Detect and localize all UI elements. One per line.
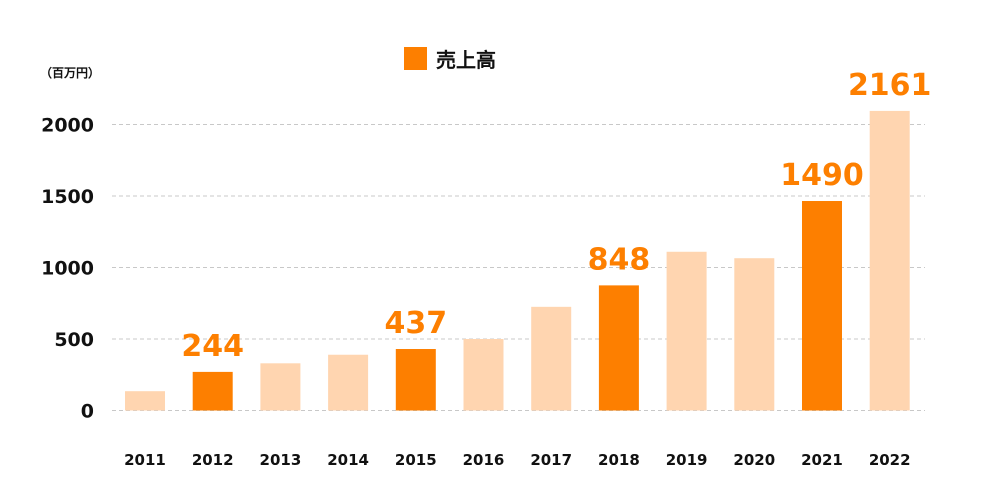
bar-2012 — [192, 371, 233, 411]
legend-swatch — [404, 47, 427, 70]
y-tick-label: 2000 — [41, 115, 94, 137]
bar-2011 — [125, 391, 165, 411]
x-tick-label: 2012 — [192, 451, 234, 469]
data-label-2022: 2161 — [848, 68, 932, 103]
bar-2019 — [666, 251, 707, 411]
y-axis-unit-label: （百万円） — [40, 65, 100, 80]
x-axis-ticks: 2011 2012 2013 2014 2015 2016 2017 2018 2019 2020… — [124, 451, 910, 469]
x-tick-label: 2011 — [124, 451, 166, 469]
x-tick-label: 2017 — [530, 451, 572, 469]
x-tick-label: 2015 — [395, 451, 437, 469]
bar-2014 — [328, 354, 369, 411]
bar-2022 — [869, 110, 910, 411]
y-tick-label: 1000 — [41, 258, 94, 280]
bar-2018 — [598, 285, 639, 411]
y-tick-label: 1500 — [41, 186, 94, 208]
data-label-2012: 244 — [181, 329, 244, 364]
bars — [125, 110, 910, 411]
y-tick-label: 0 — [81, 401, 94, 423]
bar-2016 — [463, 339, 504, 411]
x-tick-label: 2021 — [801, 451, 843, 469]
x-tick-label: 2014 — [327, 451, 369, 469]
x-tick-label: 2019 — [666, 451, 708, 469]
gridlines — [112, 124, 925, 411]
y-axis-ticks: 0 500 1000 1500 2000 — [41, 115, 94, 423]
data-labels: 244 437 848 1490 2161 — [181, 68, 931, 364]
x-tick-label: 2022 — [869, 451, 911, 469]
x-tick-label: 2020 — [733, 451, 775, 469]
bar-2020 — [734, 258, 775, 411]
data-label-2018: 848 — [588, 242, 651, 277]
legend: 売上高 — [404, 47, 496, 72]
legend-label: 売上高 — [436, 48, 496, 72]
bar-2013 — [260, 363, 301, 411]
y-tick-label: 500 — [54, 329, 94, 351]
x-tick-label: 2013 — [260, 451, 302, 469]
data-label-2015: 437 — [384, 306, 447, 341]
bar-2021 — [802, 201, 842, 411]
x-tick-label: 2018 — [598, 451, 640, 469]
bar-2017 — [531, 306, 572, 411]
x-tick-label: 2016 — [463, 451, 505, 469]
data-label-2021: 1490 — [780, 158, 864, 193]
bar-2015 — [395, 349, 436, 411]
